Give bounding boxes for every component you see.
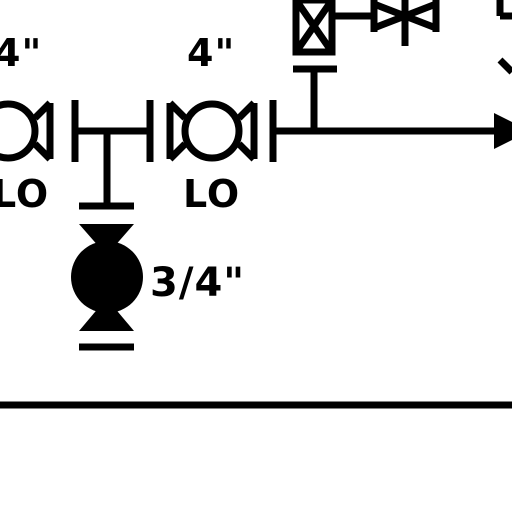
position-label-left: LO [0,172,49,216]
gate-valve-icon [292,0,336,56]
flange-pair [71,100,154,162]
ball-valve-icon [71,224,143,331]
position-label-mid: LO [183,172,240,216]
butterfly-valve-icon [0,100,54,162]
size-label-drain: 3/4" [150,260,245,306]
size-label-left: 4" [0,31,42,75]
arrowhead-icon [494,113,512,149]
butterfly-valve-icon [166,100,258,162]
size-label-mid: 4" [187,31,235,75]
partial-elbow [497,57,512,75]
check-valve-icon [370,0,440,46]
